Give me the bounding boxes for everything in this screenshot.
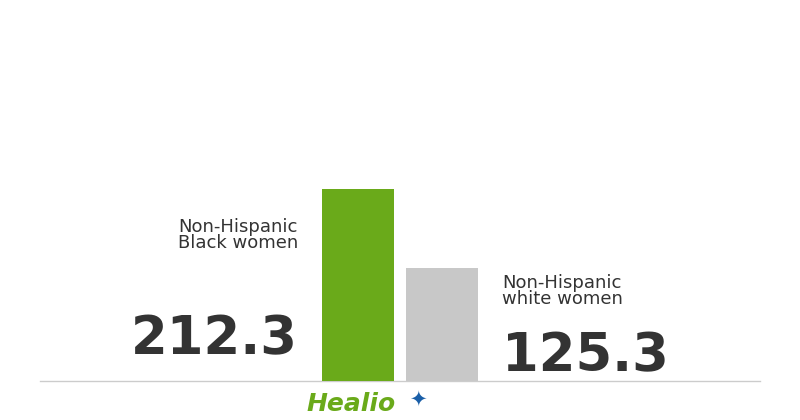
Text: 125.3: 125.3 — [502, 330, 669, 382]
Bar — [406, 268, 478, 381]
Text: Black women: Black women — [178, 234, 298, 252]
Text: Non-Hispanic: Non-Hispanic — [178, 218, 298, 236]
Text: U.S. women, 2018-2018, per 10,000 deliveries:: U.S. women, 2018-2018, per 10,000 delive… — [124, 63, 676, 82]
Text: white women: white women — [502, 291, 623, 309]
Bar — [322, 189, 394, 381]
Text: Healio: Healio — [307, 392, 396, 416]
Text: Severe maternal morbidity rates among: Severe maternal morbidity rates among — [164, 24, 636, 44]
Text: ✦: ✦ — [409, 391, 426, 411]
Text: Non-Hispanic: Non-Hispanic — [502, 274, 622, 292]
Text: 212.3: 212.3 — [131, 313, 298, 365]
